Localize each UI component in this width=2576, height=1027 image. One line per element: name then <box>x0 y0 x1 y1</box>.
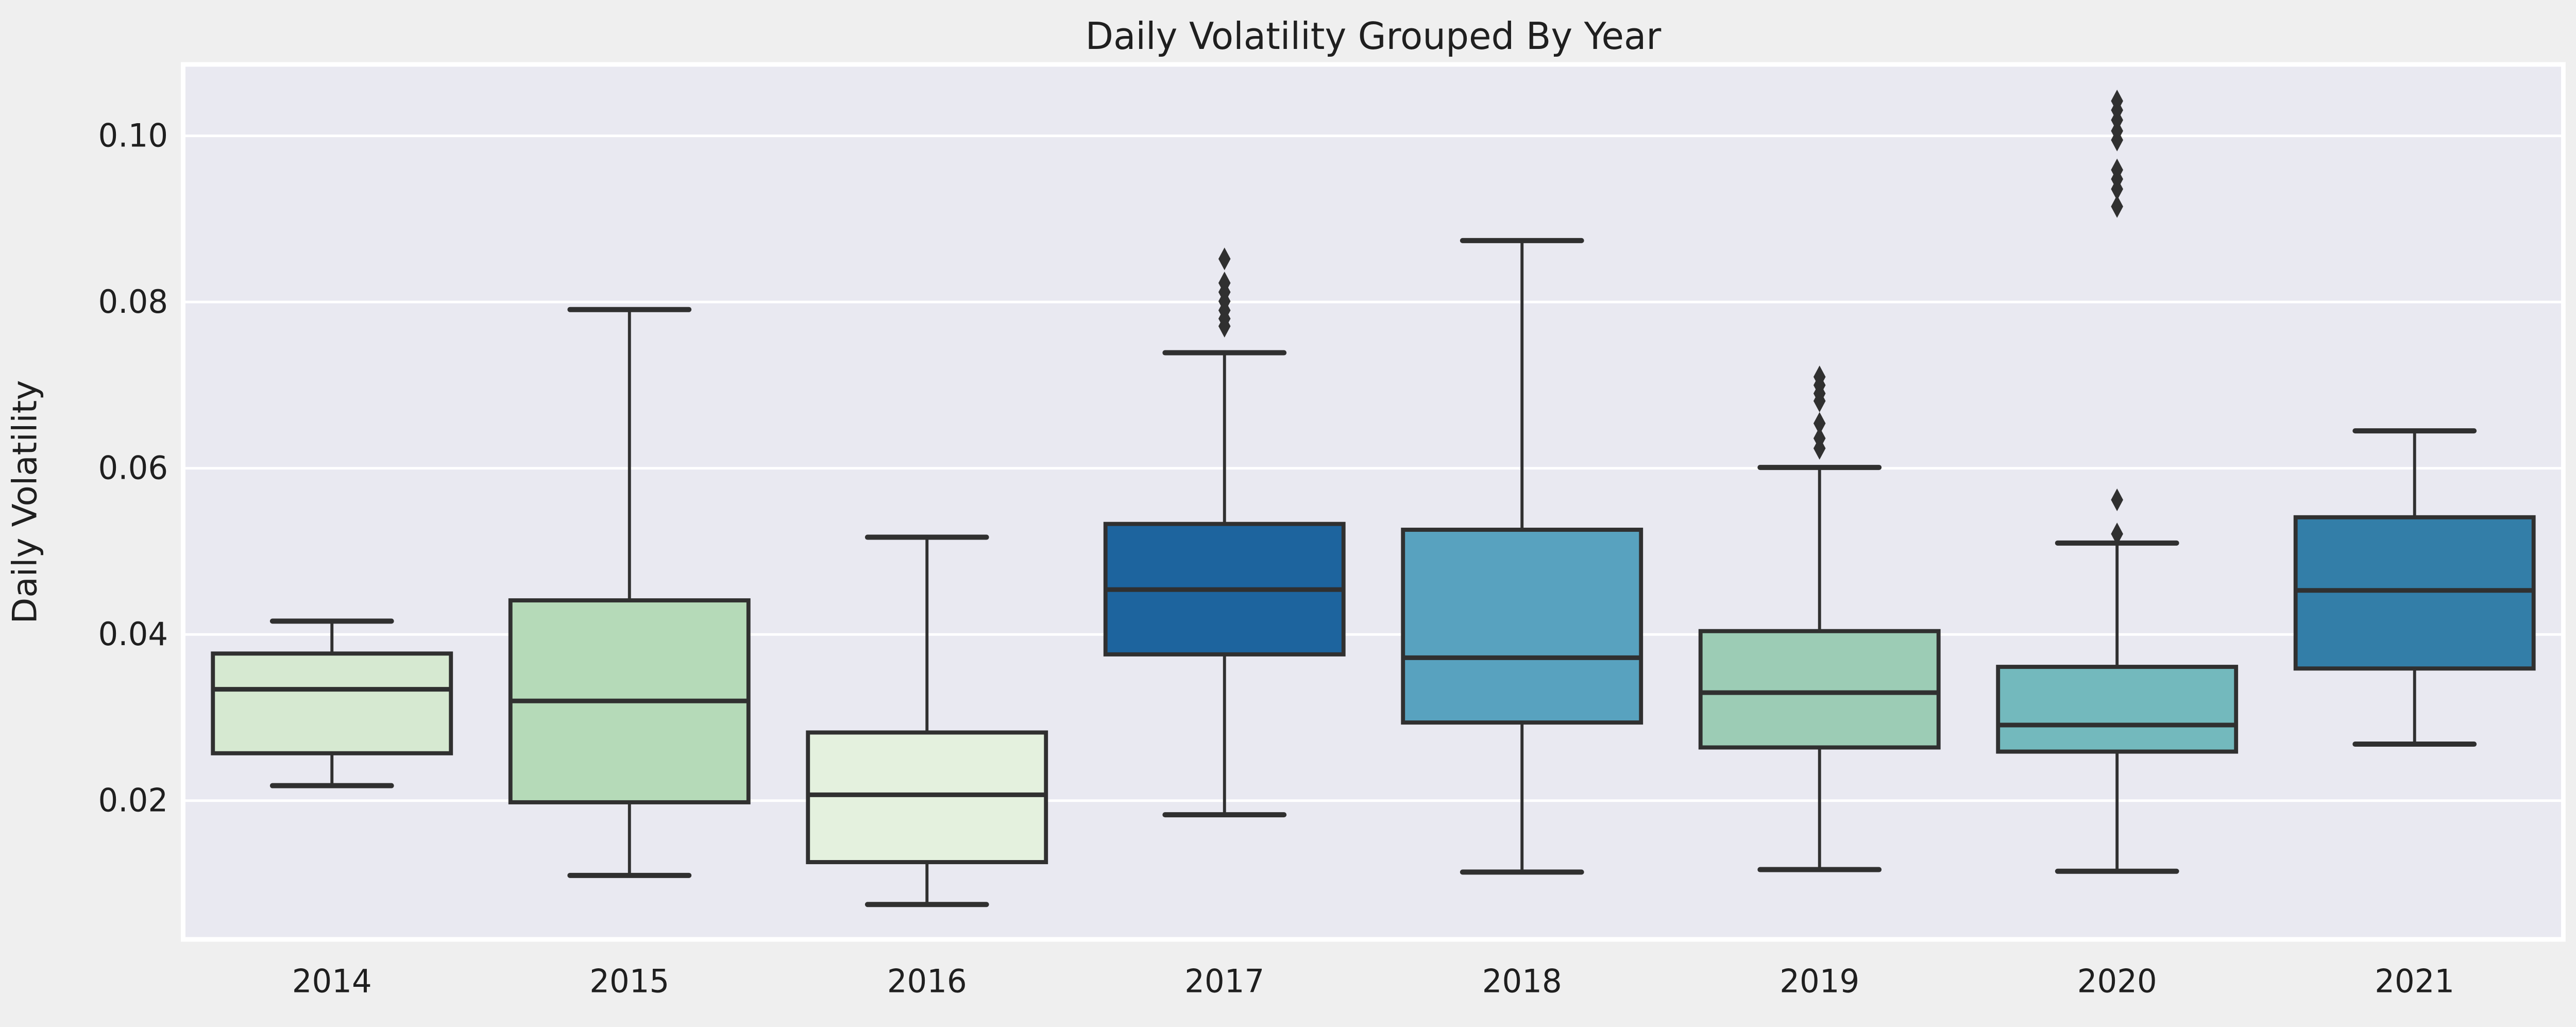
box-2020 <box>1996 665 2239 754</box>
boxplot-2017 <box>1103 247 1346 818</box>
x-tick-label-2018: 2018 <box>1482 963 1562 1000</box>
boxplot-2018 <box>1401 238 1643 875</box>
y-axis-title: Daily Volatility <box>6 380 44 624</box>
boxplot-2019 <box>1698 365 1941 872</box>
y-tick-label-0.08: 0.08 <box>98 283 168 321</box>
boxplot-series <box>211 89 2536 907</box>
plot-area <box>181 62 2566 942</box>
boxplot-2021 <box>2293 428 2536 747</box>
box-2018 <box>1401 528 1643 725</box>
chart-title: Daily Volatility Grouped By Year <box>1086 14 1662 58</box>
y-tick-label-0.02: 0.02 <box>98 782 168 819</box>
boxplot-2014 <box>211 618 453 788</box>
outlier-2019-6 <box>1813 436 1826 460</box>
x-tick-label-2021: 2021 <box>2375 963 2454 1000</box>
x-tick-label-2015: 2015 <box>589 963 669 1000</box>
box-2019 <box>1698 629 1941 750</box>
x-tick-label-2020: 2020 <box>2077 963 2157 1000</box>
y-tick-label-0.04: 0.04 <box>98 616 168 653</box>
boxplot-2016 <box>806 534 1048 907</box>
outlier-2017-6 <box>1218 314 1231 338</box>
x-tick-label-2016: 2016 <box>887 963 967 1000</box>
box-2016 <box>806 730 1048 865</box>
outlier-2019-3 <box>1813 390 1826 413</box>
box-2021 <box>2293 515 2536 671</box>
boxplot-2020 <box>1996 89 2239 874</box>
x-tick-label-2017: 2017 <box>1184 963 1264 1000</box>
y-tick-label-0.06: 0.06 <box>98 450 168 487</box>
outlier-2019-4 <box>1813 412 1826 435</box>
x-axis-tick-labels: 2014 2015 2016 2017 2018 2019 2020 2021 <box>292 963 2454 1000</box>
x-tick-label-2014: 2014 <box>292 963 372 1000</box>
y-axis-tick-labels: 0.02 0.04 0.06 0.08 0.10 <box>98 117 168 819</box>
outlier-2017-0 <box>1218 247 1231 271</box>
box-2014 <box>211 651 453 755</box>
boxplot-2015 <box>508 307 751 878</box>
x-tick-label-2019: 2019 <box>1780 963 1859 1000</box>
y-tick-label-0.10: 0.10 <box>98 117 168 155</box>
